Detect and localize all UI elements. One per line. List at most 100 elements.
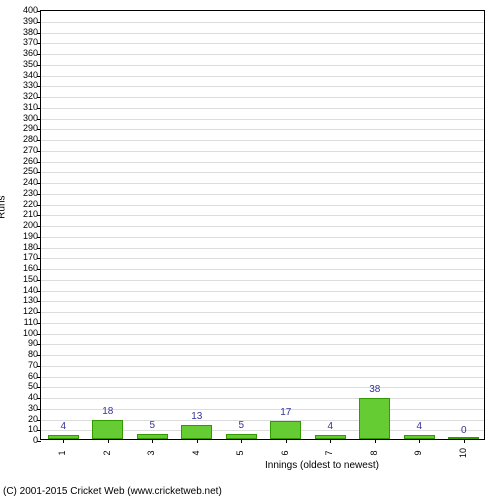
grid-line <box>41 344 484 345</box>
grid-line <box>41 194 484 195</box>
grid-line <box>41 205 484 206</box>
bar-value-label: 5 <box>149 420 155 431</box>
y-tick-label: 370 <box>23 37 38 47</box>
bar-value-label: 5 <box>238 420 244 431</box>
grid-line <box>41 129 484 130</box>
grid-line <box>41 86 484 87</box>
y-tick-label: 360 <box>23 48 38 58</box>
y-tick-label: 130 <box>23 295 38 305</box>
x-tick-mark <box>63 439 64 443</box>
x-tick-label: 8 <box>369 448 379 458</box>
grid-line <box>41 248 484 249</box>
grid-line <box>41 377 484 378</box>
bar <box>270 421 301 439</box>
grid-line <box>41 398 484 399</box>
grid-line <box>41 43 484 44</box>
y-tick-label: 170 <box>23 252 38 262</box>
y-tick-label: 40 <box>28 392 38 402</box>
y-tick-label: 60 <box>28 371 38 381</box>
bar-value-label: 4 <box>327 421 333 432</box>
y-tick-label: 330 <box>23 80 38 90</box>
grid-line <box>41 33 484 34</box>
x-tick-label: 9 <box>413 448 423 458</box>
grid-line <box>41 291 484 292</box>
grid-line <box>41 312 484 313</box>
y-tick-label: 160 <box>23 263 38 273</box>
grid-line <box>41 301 484 302</box>
grid-line <box>41 108 484 109</box>
grid-line <box>41 140 484 141</box>
y-tick-label: 190 <box>23 231 38 241</box>
grid-line <box>41 387 484 388</box>
y-tick-label: 20 <box>28 414 38 424</box>
grid-line <box>41 355 484 356</box>
bar <box>181 425 212 439</box>
bar-value-label: 38 <box>369 384 380 395</box>
y-tick-label: 70 <box>28 360 38 370</box>
y-tick-label: 100 <box>23 328 38 338</box>
x-tick-mark <box>464 439 465 443</box>
y-tick-label: 340 <box>23 70 38 80</box>
x-tick-mark <box>152 439 153 443</box>
y-tick-label: 240 <box>23 177 38 187</box>
grid-line <box>41 366 484 367</box>
y-axis-label: Runs <box>0 195 8 218</box>
y-tick-label: 250 <box>23 166 38 176</box>
y-tick-label: 230 <box>23 188 38 198</box>
y-tick-label: 280 <box>23 134 38 144</box>
y-tick-label: 390 <box>23 16 38 26</box>
grid-line <box>41 54 484 55</box>
bar <box>92 420 123 439</box>
x-tick-mark <box>375 439 376 443</box>
bar-value-label: 13 <box>191 411 202 422</box>
y-tick-label: 260 <box>23 156 38 166</box>
plot-area: 41851351743840 <box>40 10 485 440</box>
y-tick-label: 180 <box>23 242 38 252</box>
x-tick-label: 3 <box>146 448 156 458</box>
y-tick-label: 310 <box>23 102 38 112</box>
bar-value-label: 17 <box>280 407 291 418</box>
y-tick-label: 140 <box>23 285 38 295</box>
x-tick-label: 1 <box>57 448 67 458</box>
grid-line <box>41 237 484 238</box>
grid-line <box>41 323 484 324</box>
grid-line <box>41 119 484 120</box>
x-tick-mark <box>286 439 287 443</box>
x-tick-mark <box>241 439 242 443</box>
grid-line <box>41 76 484 77</box>
y-tick-label: 10 <box>28 424 38 434</box>
grid-line <box>41 65 484 66</box>
y-tick-label: 110 <box>24 317 38 327</box>
y-tick-label: 320 <box>23 91 38 101</box>
bar-value-label: 4 <box>60 421 66 432</box>
y-tick-label: 50 <box>28 381 38 391</box>
y-tick-label: 90 <box>28 338 38 348</box>
x-tick-label: 5 <box>235 448 245 458</box>
y-tick-label: 300 <box>23 113 38 123</box>
y-tick-label: 80 <box>28 349 38 359</box>
y-tick-label: 220 <box>23 199 38 209</box>
x-tick-label: 4 <box>191 448 201 458</box>
y-tick-label: 150 <box>23 274 38 284</box>
x-tick-label: 6 <box>280 448 290 458</box>
y-tick-label: 270 <box>23 145 38 155</box>
grid-line <box>41 151 484 152</box>
x-tick-label: 2 <box>102 448 112 458</box>
y-tick-label: 30 <box>28 403 38 413</box>
grid-line <box>41 258 484 259</box>
grid-line <box>41 162 484 163</box>
x-axis-label: Innings (oldest to newest) <box>265 460 379 471</box>
x-tick-mark <box>197 439 198 443</box>
bar <box>359 398 390 439</box>
y-tick-label: 400 <box>23 5 38 15</box>
y-tick-label: 350 <box>23 59 38 69</box>
grid-line <box>41 215 484 216</box>
y-tick-label: 290 <box>23 123 38 133</box>
bar-value-label: 4 <box>416 421 422 432</box>
y-tick-label: 200 <box>23 220 38 230</box>
bar-value-label: 0 <box>461 425 467 436</box>
grid-line <box>41 269 484 270</box>
chart-container: 41851351743840 <box>40 10 485 440</box>
x-tick-mark <box>330 439 331 443</box>
grid-line <box>41 97 484 98</box>
